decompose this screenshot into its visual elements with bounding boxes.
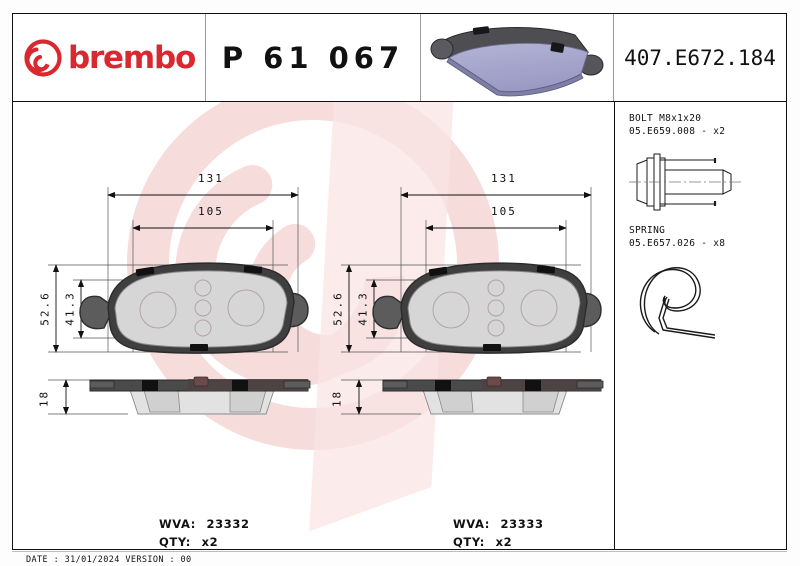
part-number-cell: P 61 067 bbox=[206, 14, 421, 101]
left-dim-inner-length: 105 bbox=[198, 205, 224, 218]
accessories-column: BOLT M8x1x20 05.E659.008 - x2 bbox=[614, 102, 786, 549]
left-qty-row: QTY: x2 bbox=[159, 535, 218, 549]
right-wva-value: 23333 bbox=[500, 517, 544, 531]
right-dim-inner-length: 105 bbox=[491, 205, 517, 218]
accessory-bolt: BOLT M8x1x20 05.E659.008 - x2 bbox=[615, 112, 786, 218]
part-number: P 61 067 bbox=[221, 40, 405, 75]
footer-divider bbox=[12, 551, 787, 552]
drawing-frame: brembo P 61 067 bbox=[12, 13, 787, 550]
spring-clip-icon bbox=[615, 260, 786, 346]
right-dim-overall-length: 131 bbox=[491, 172, 517, 185]
right-dim-thickness: 18 bbox=[330, 389, 344, 408]
left-wva-label: WVA: bbox=[159, 517, 196, 531]
accessory-spring-code: 05.E657.026 - x8 bbox=[629, 238, 726, 249]
right-qty-value: x2 bbox=[495, 535, 513, 549]
left-dim-inner-height: 41.3 bbox=[63, 291, 77, 326]
bolt-icon bbox=[615, 146, 786, 218]
accessory-spring-name: SPRING bbox=[629, 225, 666, 236]
left-dim-overall-length: 131 bbox=[198, 172, 224, 185]
brembo-spiral-icon bbox=[23, 38, 63, 78]
title-block-header: brembo P 61 067 bbox=[13, 14, 786, 102]
accessory-bolt-name: BOLT M8x1x20 bbox=[629, 113, 702, 124]
footer-meta: DATE : 31/01/2024 VERSION : 00 bbox=[12, 553, 787, 566]
left-dim-overall-height: 52.6 bbox=[38, 291, 52, 326]
brake-pad-3d-render-icon bbox=[425, 18, 610, 98]
accessory-spring: SPRING 05.E657.026 - x8 bbox=[615, 224, 786, 346]
right-wva-row: WVA: 23333 bbox=[453, 517, 544, 531]
product-code: 407.E672.184 bbox=[624, 45, 776, 70]
accessory-bolt-code: 05.E659.008 - x2 bbox=[629, 126, 726, 137]
right-qty-label: QTY: bbox=[453, 535, 485, 549]
right-qty-row: QTY: x2 bbox=[453, 535, 512, 549]
left-qty-value: x2 bbox=[201, 535, 219, 549]
footer-text: DATE : 31/01/2024 VERSION : 00 bbox=[26, 554, 192, 565]
right-wva-label: WVA: bbox=[453, 517, 490, 531]
right-dim-inner-height: 41.3 bbox=[356, 291, 370, 326]
left-wva-value: 23332 bbox=[206, 517, 250, 531]
brand-name: brembo bbox=[67, 39, 196, 76]
product-render-cell bbox=[421, 14, 614, 101]
brand-logo-cell: brembo bbox=[13, 14, 206, 101]
left-wva-row: WVA: 23332 bbox=[159, 517, 250, 531]
main-drawing-area: 131 105 52.6 41.3 18 WVA: 23332 QTY: x2 bbox=[13, 102, 614, 549]
left-qty-label: QTY: bbox=[159, 535, 191, 549]
left-dim-thickness: 18 bbox=[37, 389, 51, 408]
right-dim-overall-height: 52.6 bbox=[331, 291, 345, 326]
product-code-cell: 407.E672.184 bbox=[614, 14, 786, 101]
